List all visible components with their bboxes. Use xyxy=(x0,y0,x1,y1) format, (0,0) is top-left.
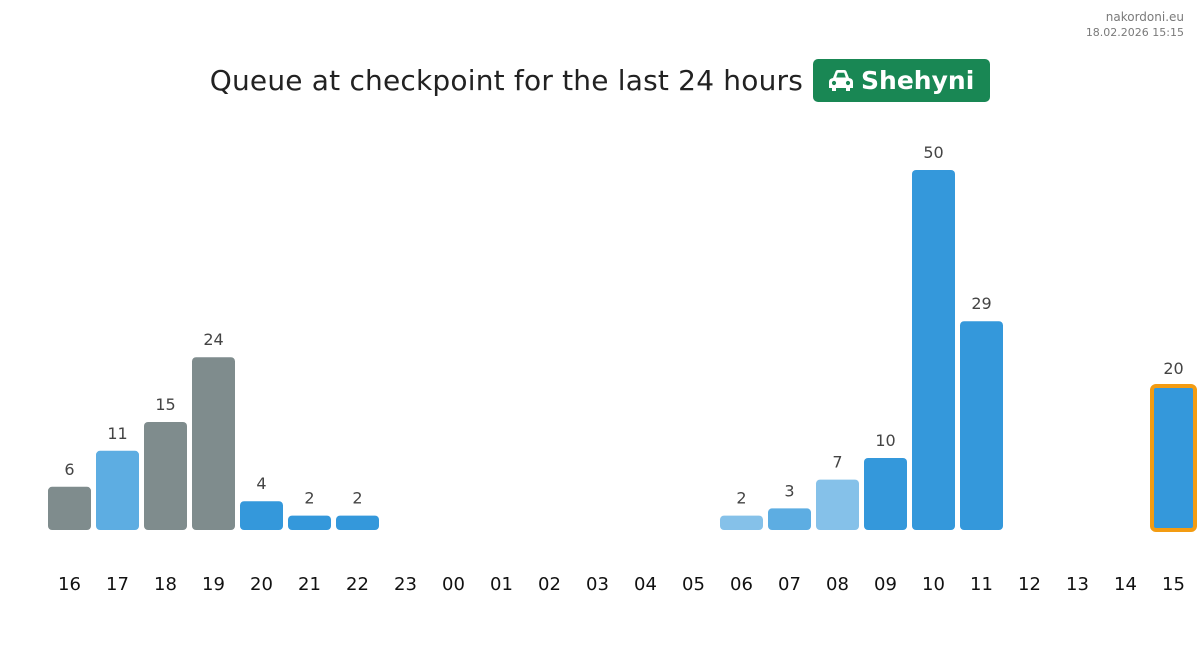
value-label-21: 2 xyxy=(304,489,314,508)
value-label-20: 4 xyxy=(256,474,266,493)
bar-15[interactable] xyxy=(1150,384,1197,532)
x-tick-09: 09 xyxy=(874,574,897,595)
bar-10[interactable] xyxy=(912,170,955,530)
bar-09[interactable] xyxy=(864,458,907,530)
x-tick-11: 11 xyxy=(970,574,993,595)
x-tick-14: 14 xyxy=(1114,574,1137,595)
x-tick-15: 15 xyxy=(1162,574,1185,595)
x-tick-18: 18 xyxy=(154,574,177,595)
x-tick-00: 00 xyxy=(442,574,465,595)
value-label-17: 11 xyxy=(107,424,127,443)
x-tick-21: 21 xyxy=(298,574,321,595)
value-label-16: 6 xyxy=(64,460,74,479)
bar-18[interactable] xyxy=(144,422,187,530)
value-label-07: 3 xyxy=(784,481,794,500)
x-tick-17: 17 xyxy=(106,574,129,595)
x-tick-03: 03 xyxy=(586,574,609,595)
site-info: nakordoni.eu 18.02.2026 15:15 xyxy=(1086,10,1184,40)
value-label-10: 50 xyxy=(923,143,943,162)
x-tick-22: 22 xyxy=(346,574,369,595)
x-tick-08: 08 xyxy=(826,574,849,595)
bar-06[interactable] xyxy=(720,515,763,530)
x-tick-07: 07 xyxy=(778,574,801,595)
value-label-22: 2 xyxy=(352,489,362,508)
value-label-19: 24 xyxy=(203,330,223,349)
value-label-08: 7 xyxy=(832,453,842,472)
x-tick-13: 13 xyxy=(1066,574,1089,595)
x-tick-12: 12 xyxy=(1018,574,1041,595)
checkpoint-name: Shehyni xyxy=(861,65,975,95)
bar-22[interactable] xyxy=(336,515,379,530)
bar-11[interactable] xyxy=(960,321,1003,530)
x-tick-16: 16 xyxy=(58,574,81,595)
value-label-09: 10 xyxy=(875,431,895,450)
x-tick-04: 04 xyxy=(634,574,657,595)
bar-21[interactable] xyxy=(288,515,331,530)
car-icon xyxy=(829,70,854,91)
x-tick-20: 20 xyxy=(250,574,273,595)
x-tick-19: 19 xyxy=(202,574,225,595)
chart-header: Queue at checkpoint for the last 24 hour… xyxy=(0,58,1200,102)
bar-08[interactable] xyxy=(816,479,859,530)
timestamp: 18.02.2026 15:15 xyxy=(1085,26,1184,39)
x-tick-10: 10 xyxy=(922,574,945,595)
checkpoint-badge[interactable]: Shehyni xyxy=(813,58,991,102)
x-tick-01: 01 xyxy=(490,574,513,595)
x-tick-02: 02 xyxy=(538,574,561,595)
x-tick-23: 23 xyxy=(394,574,417,595)
value-label-11: 29 xyxy=(971,294,991,313)
bar-19[interactable] xyxy=(192,357,235,530)
value-label-06: 2 xyxy=(736,489,746,508)
site-name: nakordoni.eu xyxy=(1105,10,1184,24)
x-tick-06: 06 xyxy=(730,574,753,595)
value-label-18: 15 xyxy=(155,395,175,414)
bar-07[interactable] xyxy=(768,508,811,530)
page-title: Queue at checkpoint for the last 24 hour… xyxy=(209,63,804,97)
value-label-15: 20 xyxy=(1163,359,1183,378)
bar-20[interactable] xyxy=(240,501,283,530)
bar-16[interactable] xyxy=(48,486,91,530)
x-tick-05: 05 xyxy=(682,574,705,595)
bar-17[interactable] xyxy=(96,450,139,530)
